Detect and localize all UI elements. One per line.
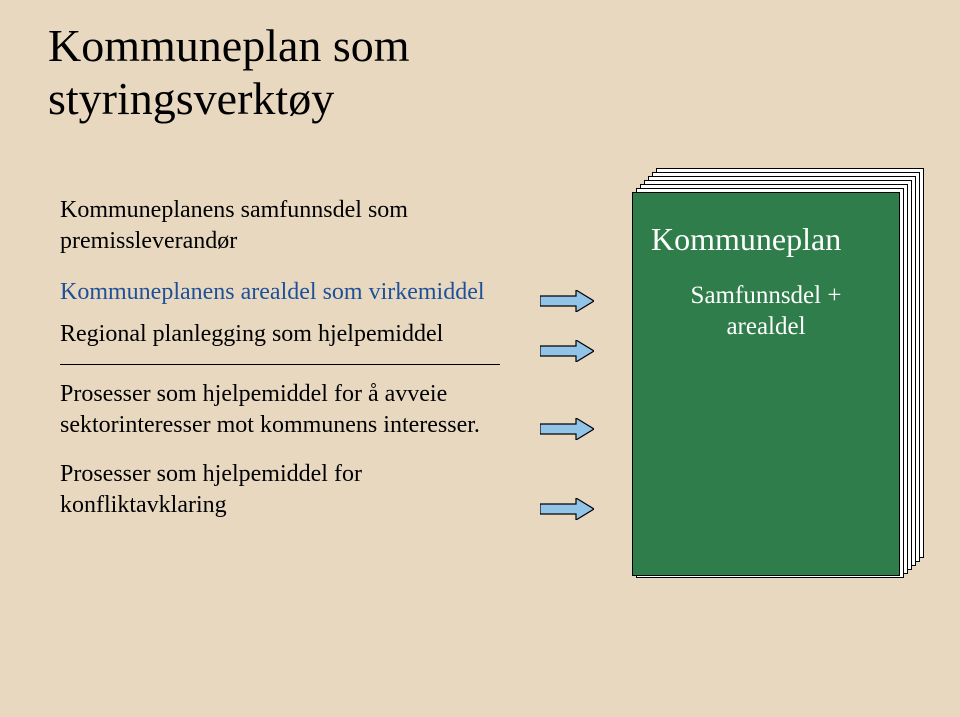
title-line-2: styringsverktøy: [48, 73, 334, 124]
item-1: Kommuneplanens samfunnsdel som premissle…: [60, 195, 520, 257]
title-line-1: Kommuneplan som: [48, 20, 410, 71]
item-3: Regional planlegging som hjelpemiddel: [60, 319, 520, 350]
cover-title: Kommuneplan: [651, 221, 881, 258]
item-5: Prosesser som hjelpemiddel for konflikta…: [60, 459, 520, 521]
arrow-icon: [540, 418, 594, 440]
item-4: Prosesser som hjelpemiddel for å avveie …: [60, 379, 520, 441]
divider-line: [60, 364, 500, 365]
item-2: Kommuneplanens arealdel som virkemiddel: [60, 277, 520, 308]
page-title: Kommuneplan som styringsverktøy: [48, 20, 410, 126]
left-text-block: Kommuneplanens samfunnsdel som premissle…: [60, 195, 520, 522]
arrow-icon: [540, 498, 594, 520]
cover-subtitle: Samfunnsdel + arealdel: [651, 280, 881, 343]
cover-sub-line-2: arealdel: [726, 313, 805, 340]
document-cover: Kommuneplan Samfunnsdel + arealdel: [632, 192, 900, 576]
document-stack: Kommuneplan Samfunnsdel + arealdel: [630, 168, 926, 576]
arrow-icon: [540, 340, 594, 362]
cover-sub-line-1: Samfunnsdel +: [691, 282, 842, 309]
arrow-icon: [540, 290, 594, 312]
